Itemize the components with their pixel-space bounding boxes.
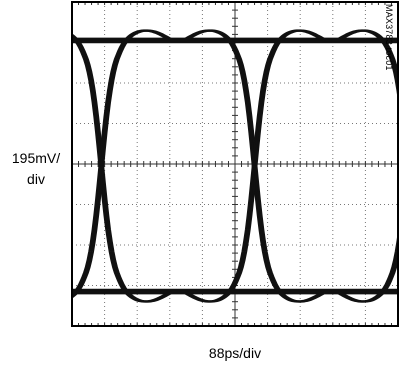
figure-id: MAX3783 toc01 bbox=[384, 4, 394, 71]
x-axis-label: 88ps/div bbox=[208, 345, 262, 361]
rising-edge-trace bbox=[179, 29, 333, 303]
rising-edge-trace bbox=[329, 230, 398, 303]
rising-edge-trace bbox=[333, 253, 398, 303]
y-axis-label-line2: div bbox=[27, 171, 45, 187]
falling-edge-trace bbox=[329, 29, 398, 102]
falling-edge-trace bbox=[333, 29, 398, 79]
plot-frame bbox=[71, 1, 399, 327]
rising-edge-trace bbox=[177, 29, 332, 303]
eye-traces bbox=[72, 29, 398, 303]
y-axis-label-line1: 195mV/ bbox=[11, 150, 61, 166]
rising-edge-trace bbox=[72, 29, 180, 299]
y-axis-label: 195mV/ div bbox=[4, 148, 68, 190]
